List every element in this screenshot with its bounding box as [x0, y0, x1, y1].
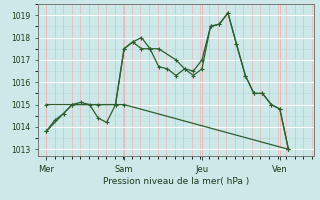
X-axis label: Pression niveau de la mer( hPa ): Pression niveau de la mer( hPa ) — [103, 177, 249, 186]
